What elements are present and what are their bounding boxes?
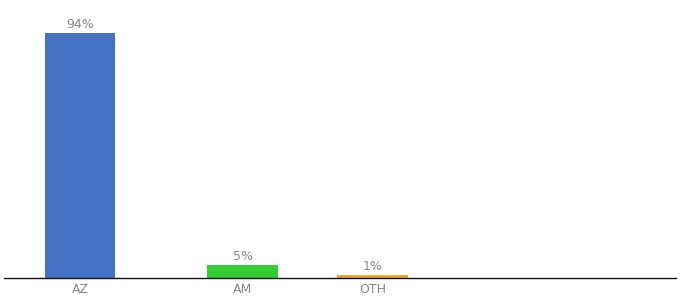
Text: 94%: 94% [66, 18, 94, 31]
Bar [207, 265, 277, 278]
Text: 1%: 1% [362, 260, 382, 273]
Text: 5%: 5% [233, 250, 252, 263]
Bar [337, 275, 408, 278]
Bar [45, 33, 115, 278]
